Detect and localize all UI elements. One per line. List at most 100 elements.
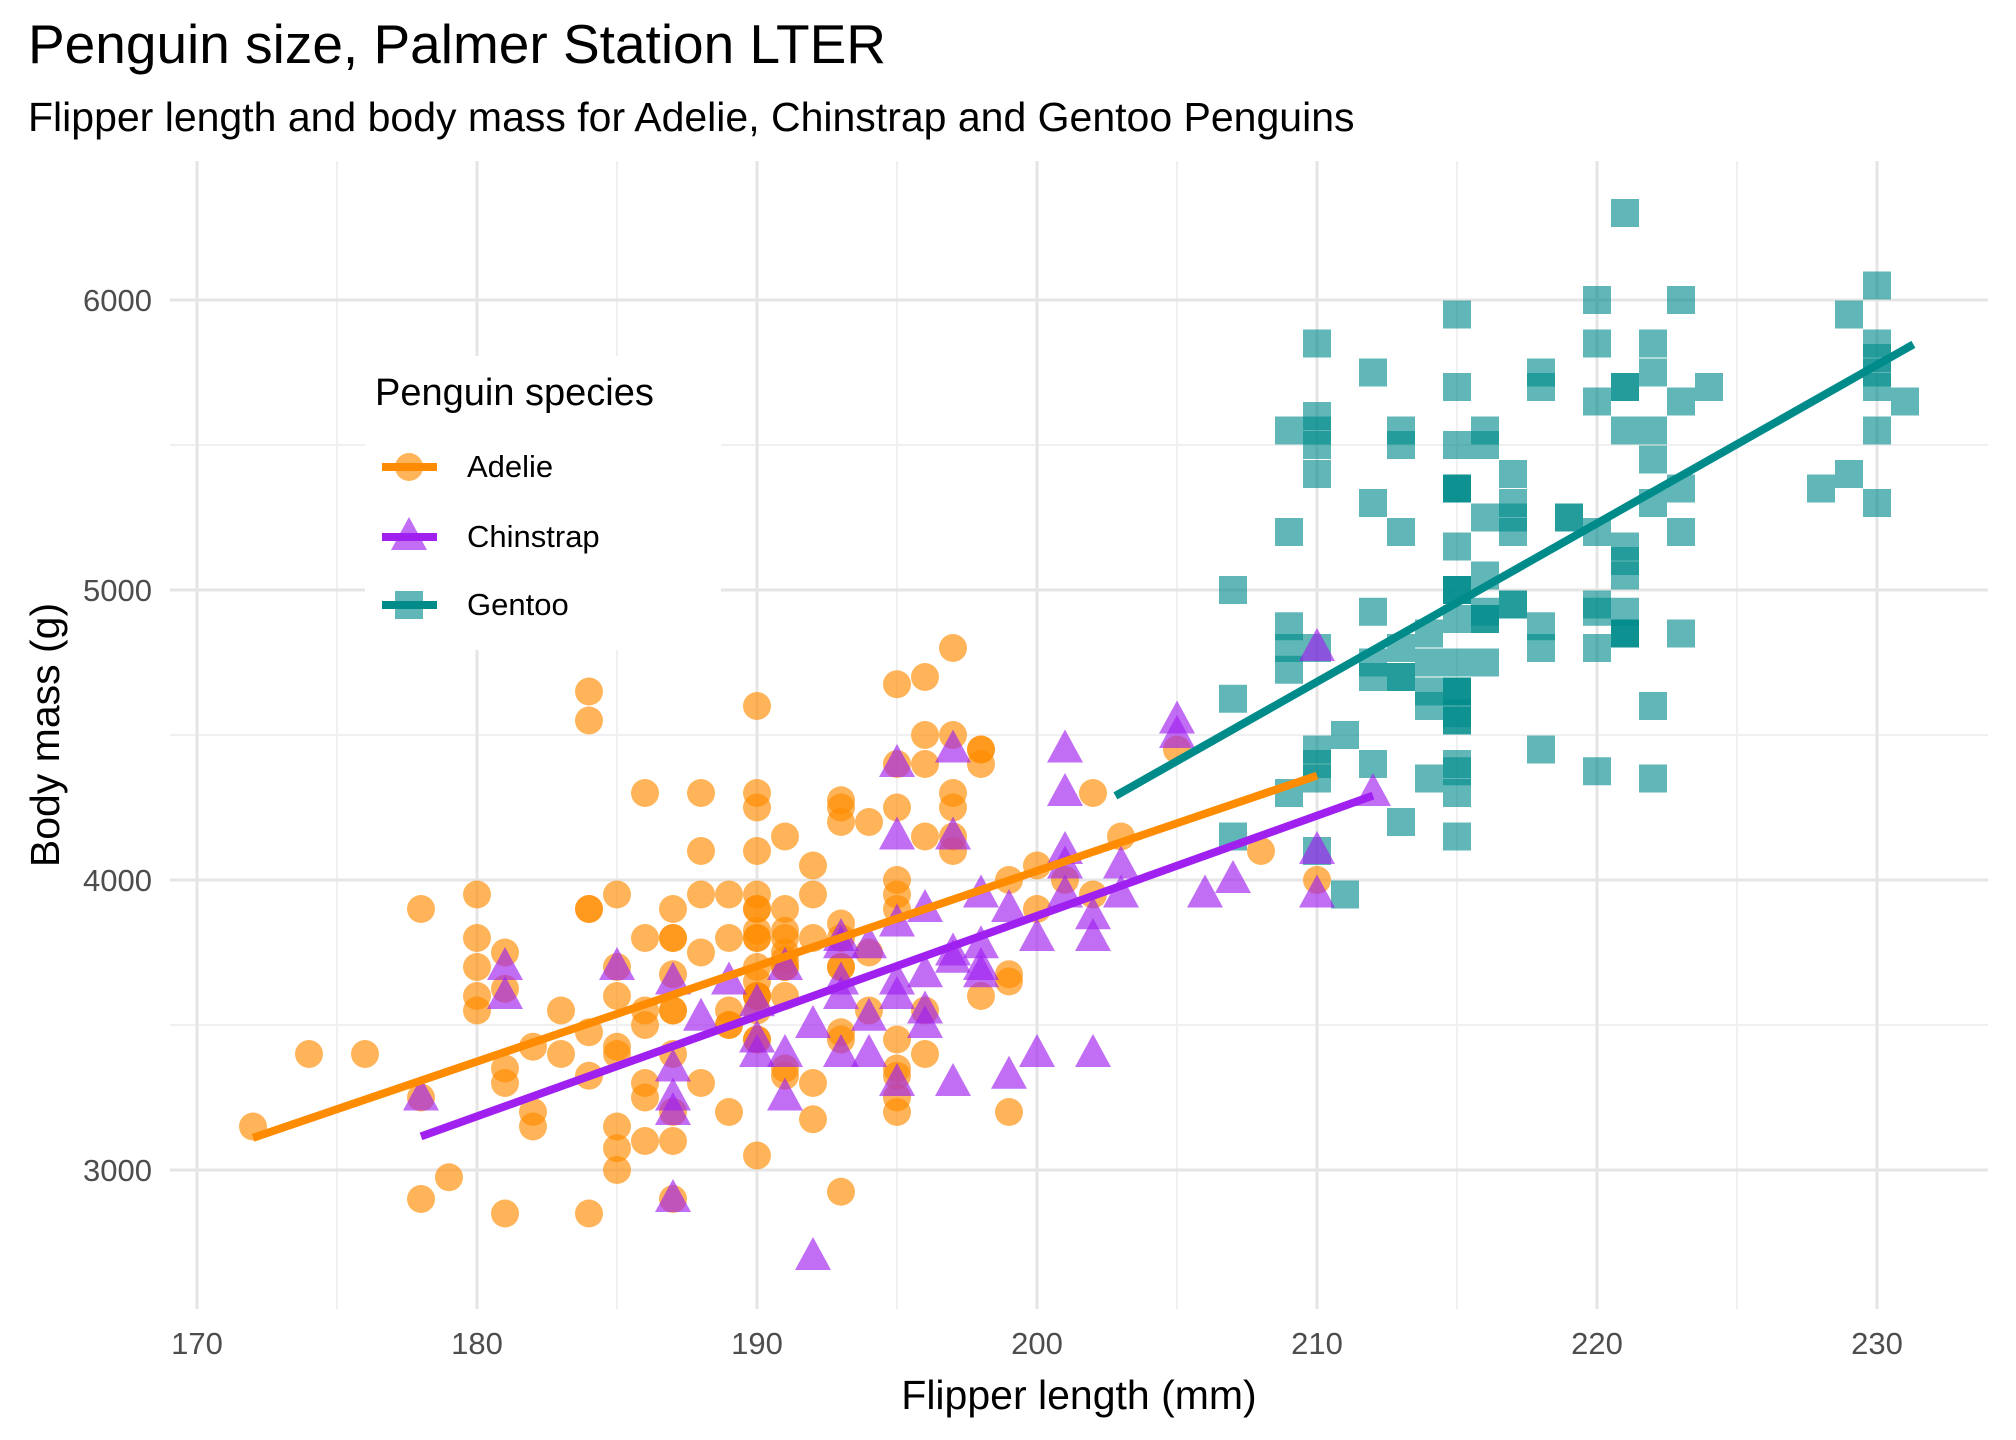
legend-label-gentoo: Gentoo xyxy=(467,587,569,622)
data-point-adelie xyxy=(715,880,743,909)
data-point-chinstrap xyxy=(1075,896,1111,930)
data-point-adelie xyxy=(295,1040,323,1068)
trend-line-adelie xyxy=(251,771,1319,1142)
chinstrap-legend-glyph-icon xyxy=(382,517,437,550)
data-point-adelie xyxy=(771,895,799,923)
data-point-chinstrap xyxy=(851,925,887,959)
data-point-adelie xyxy=(995,1098,1023,1126)
legend-label-adelie: Adelie xyxy=(467,449,554,484)
data-point-gentoo xyxy=(1863,416,1891,445)
data-point-chinstrap xyxy=(1047,773,1083,806)
data-point-chinstrap xyxy=(1019,918,1055,951)
data-point-adelie xyxy=(1079,779,1107,807)
data-point-chinstrap xyxy=(1075,1034,1111,1067)
x-tick-label: 190 xyxy=(731,1326,783,1361)
data-point-gentoo xyxy=(1331,880,1359,909)
data-point-chinstrap xyxy=(767,947,803,980)
x-tick-label: 230 xyxy=(1851,1326,1903,1361)
data-point-gentoo xyxy=(1219,576,1247,604)
data-point-adelie xyxy=(883,1098,911,1126)
data-point-chinstrap xyxy=(487,976,523,1009)
data-point-adelie xyxy=(743,1141,771,1170)
data-point-adelie xyxy=(799,851,827,880)
data-point-gentoo xyxy=(1275,416,1303,445)
data-point-adelie xyxy=(351,1040,379,1068)
data-point-gentoo xyxy=(1359,358,1387,387)
data-point-adelie xyxy=(687,1069,715,1097)
chart-subtitle: Flipper length and body mass for Adelie,… xyxy=(28,94,1355,140)
data-point-gentoo xyxy=(1611,416,1639,445)
data-point-gentoo xyxy=(1303,431,1331,459)
legend-label-chinstrap: Chinstrap xyxy=(467,519,600,554)
data-point-gentoo xyxy=(1275,518,1303,546)
data-point-chinstrap xyxy=(823,976,859,1009)
data-point-adelie xyxy=(911,1040,939,1068)
data-point-adelie xyxy=(491,1199,519,1228)
data-point-chinstrap xyxy=(1187,874,1223,908)
legend-entry-adelie: Adelie xyxy=(365,445,721,489)
data-point-adelie xyxy=(827,786,855,815)
data-point-gentoo xyxy=(1471,503,1499,532)
data-point-adelie xyxy=(911,822,939,851)
data-point-chinstrap xyxy=(1103,845,1139,879)
data-point-gentoo xyxy=(1359,489,1387,517)
data-point-adelie xyxy=(743,916,771,945)
data-point-chinstrap xyxy=(487,947,523,980)
data-point-gentoo xyxy=(1527,612,1555,641)
data-point-gentoo xyxy=(1303,329,1331,358)
x-tick-label: 200 xyxy=(1011,1326,1063,1361)
data-point-adelie xyxy=(603,880,631,909)
data-point-gentoo xyxy=(1583,387,1611,416)
data-point-gentoo xyxy=(1387,431,1415,459)
x-tick-label: 220 xyxy=(1571,1326,1623,1361)
data-point-adelie xyxy=(659,924,687,952)
data-point-gentoo xyxy=(1667,619,1695,648)
data-point-adelie xyxy=(771,916,799,945)
data-point-adelie xyxy=(575,677,603,706)
y-tick-label: 5000 xyxy=(83,573,152,608)
data-point-gentoo xyxy=(1639,764,1667,793)
data-point-chinstrap xyxy=(1299,628,1335,661)
data-point-chinstrap xyxy=(767,1034,803,1067)
y-tick-label: 4000 xyxy=(83,863,152,898)
data-point-adelie xyxy=(799,1069,827,1097)
data-point-gentoo xyxy=(1443,648,1471,677)
data-point-chinstrap xyxy=(935,816,971,850)
data-point-adelie xyxy=(911,663,939,691)
data-point-chinstrap xyxy=(879,816,915,850)
data-point-chinstrap xyxy=(795,1005,831,1038)
data-point-adelie xyxy=(603,1112,631,1141)
gentoo-legend-glyph-icon xyxy=(382,591,437,619)
data-point-adelie xyxy=(631,779,659,807)
data-point-adelie xyxy=(883,1025,911,1054)
trend-line-chinstrap xyxy=(419,791,1375,1141)
trend-line-gentoo xyxy=(1113,340,1916,800)
data-point-gentoo xyxy=(1583,590,1611,619)
data-point-gentoo xyxy=(1359,663,1387,691)
data-point-adelie xyxy=(435,1163,463,1192)
x-tick-label: 180 xyxy=(451,1326,503,1361)
y-axis-title: Body mass (g) xyxy=(22,602,68,868)
data-point-chinstrap xyxy=(599,947,635,980)
data-point-adelie xyxy=(911,750,939,778)
data-point-gentoo xyxy=(1527,735,1555,764)
data-point-adelie xyxy=(799,1105,827,1134)
data-point-chinstrap xyxy=(907,954,943,988)
data-point-adelie xyxy=(547,996,575,1025)
data-point-adelie xyxy=(687,938,715,967)
data-point-adelie xyxy=(827,1177,855,1206)
data-point-gentoo xyxy=(1583,634,1611,662)
data-point-chinstrap xyxy=(1103,874,1139,908)
data-point-adelie xyxy=(687,779,715,807)
data-point-adelie xyxy=(1247,837,1275,865)
data-point-adelie xyxy=(547,1040,575,1068)
data-point-gentoo xyxy=(1443,757,1471,786)
data-point-gentoo xyxy=(1499,590,1527,619)
legend: Penguin species Adelie Chinstrap Gentoo xyxy=(365,356,721,650)
data-point-gentoo xyxy=(1303,460,1331,488)
data-point-gentoo xyxy=(1387,518,1415,546)
data-point-adelie xyxy=(659,895,687,923)
data-point-adelie xyxy=(631,1083,659,1112)
data-point-adelie xyxy=(519,1112,547,1141)
